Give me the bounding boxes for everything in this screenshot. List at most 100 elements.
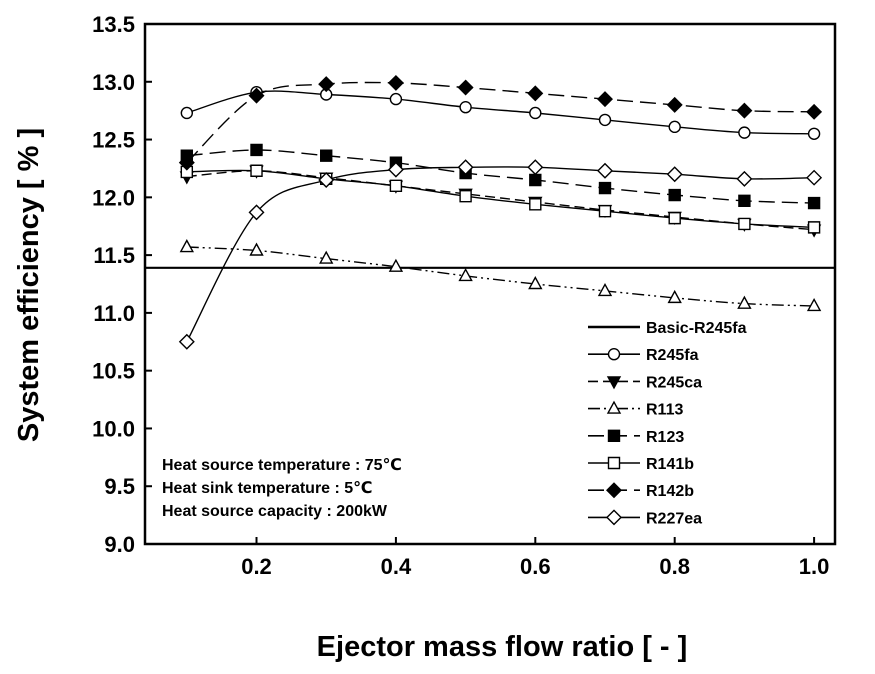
data-point-r227ea <box>178 333 195 350</box>
legend-marker <box>607 348 621 361</box>
data-point-r141b <box>598 204 612 218</box>
y-tick-label: 11.0 <box>93 301 135 326</box>
data-point-r227ea <box>597 162 613 179</box>
x-axis-title: Ejector mass flow ratio [ - ] <box>317 631 688 663</box>
data-point-r141b <box>529 198 542 211</box>
data-point-r113 <box>806 297 822 312</box>
data-point-r227ea <box>457 159 474 176</box>
data-point-r142b <box>806 103 823 120</box>
data-point-r113 <box>597 282 613 297</box>
legend-marker <box>606 509 622 526</box>
legend-marker <box>606 482 622 499</box>
series-line-r141b <box>186 169 815 229</box>
x-tick-label: 0.4 <box>381 554 412 579</box>
legend-label: R142b <box>646 483 694 500</box>
x-tick-label: 0.2 <box>241 554 272 579</box>
series-line-r245fa <box>186 90 815 135</box>
y-tick-label: 12.0 <box>92 185 135 210</box>
series-r123 <box>180 143 821 210</box>
data-point-r245fa <box>738 126 751 139</box>
data-point-r245fa <box>180 106 194 120</box>
data-point-r141b <box>668 211 681 225</box>
data-point-r227ea <box>527 159 544 176</box>
legend-entry-r123: R123 <box>588 429 684 446</box>
data-point-r141b <box>807 221 821 234</box>
data-point-r141b <box>459 189 472 203</box>
y-tick-label: 9.0 <box>104 532 135 557</box>
data-point-r123 <box>598 181 612 195</box>
x-tick-label: 0.8 <box>659 554 690 579</box>
data-point-r113 <box>179 239 194 253</box>
legend-entry-r245fa: R245fa <box>588 347 699 364</box>
legend-label: R245ca <box>646 374 702 391</box>
data-point-r142b <box>736 102 753 119</box>
series-r141b <box>180 164 821 234</box>
y-axis: 9.0 9.5 10.0 10.5 11.0 11.5 12.0 12.5 13.0 13.5 <box>92 12 152 557</box>
series-line-r113 <box>186 246 815 307</box>
series-r113 <box>179 239 822 312</box>
legend: Basic-R245fa R245fa R245ca R113 R123 R141b R14… <box>588 320 747 527</box>
condition-line: Heat sink temperature : 5℃ <box>162 480 373 497</box>
y-tick-label: 11.5 <box>93 243 135 268</box>
legend-marker <box>607 456 621 470</box>
legend-label: R227ea <box>646 510 702 527</box>
x-tick-label: 1.0 <box>799 554 830 579</box>
legend-entry-r227ea: R227ea <box>588 509 702 527</box>
data-point-r123 <box>320 149 333 162</box>
legend-label: R123 <box>646 429 684 446</box>
data-point-r227ea <box>666 166 683 183</box>
data-point-r113 <box>528 276 543 290</box>
series-line-r123 <box>186 149 815 204</box>
data-point-r113 <box>667 289 682 304</box>
data-point-r142b <box>318 76 335 93</box>
data-point-r142b <box>248 87 265 104</box>
data-point-r245fa <box>598 113 612 127</box>
series-r142b <box>178 74 823 171</box>
legend-label: R245fa <box>646 347 699 364</box>
data-point-r227ea <box>736 170 753 187</box>
data-point-r142b <box>387 74 404 91</box>
data-point-r141b <box>250 164 263 177</box>
data-point-r245fa <box>389 92 403 106</box>
data-point-r113 <box>737 295 752 309</box>
legend-marker <box>607 429 621 442</box>
y-tick-label: 12.5 <box>92 128 135 153</box>
y-tick-label: 9.5 <box>104 474 135 499</box>
condition-line: Heat source capacity : 200kW <box>162 503 388 520</box>
y-tick-label: 13.0 <box>92 70 135 95</box>
data-point-r245fa <box>668 120 681 134</box>
legend-entry-r142b: R142b <box>588 482 694 500</box>
series-line-r142b <box>186 81 815 164</box>
series-r245fa <box>180 85 821 140</box>
data-point-r113 <box>249 242 264 256</box>
series-r245ca <box>179 165 822 238</box>
data-point-r142b <box>178 154 195 171</box>
data-point-r227ea <box>806 169 823 186</box>
plot-frame <box>143 22 837 546</box>
x-axis: 0.2 0.4 0.6 0.8 1.0 <box>241 537 829 579</box>
y-tick-label: 10.0 <box>92 416 135 441</box>
legend-label: R113 <box>646 402 683 419</box>
data-point-r245fa <box>459 100 472 114</box>
data-point-r245fa <box>529 106 542 120</box>
legend-entry-r141b: R141b <box>588 456 694 473</box>
data-point-r141b <box>738 217 751 231</box>
data-point-r113 <box>319 250 334 264</box>
legend-label: Basic-R245fa <box>646 320 747 337</box>
series-line-r227ea <box>186 166 815 343</box>
data-point-r123 <box>738 194 751 208</box>
legend-entry-r245ca: R245ca <box>588 374 702 391</box>
data-point-r141b <box>389 179 403 192</box>
condition-line: Heat source temperature : 75℃ <box>162 457 402 474</box>
data-point-r123 <box>250 143 263 157</box>
data-point-r123 <box>668 188 681 202</box>
data-point-r142b <box>666 96 683 113</box>
y-axis-title: System efficiency [ % ] <box>13 128 45 442</box>
legend-marker <box>606 376 622 390</box>
data-point-r123 <box>529 173 542 187</box>
legend-label: R141b <box>646 456 694 473</box>
series-layer <box>178 74 823 350</box>
data-point-r113 <box>458 267 473 282</box>
data-point-r113 <box>388 258 404 272</box>
